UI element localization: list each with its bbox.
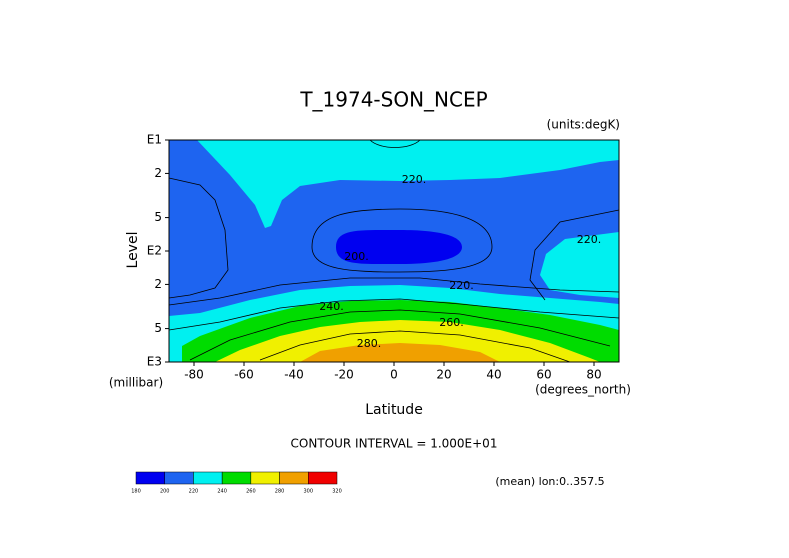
x-tick-label: 80 xyxy=(586,368,601,382)
contour-fill xyxy=(197,140,619,228)
x-tick-label: 60 xyxy=(536,368,551,382)
y-tick-label: 5 xyxy=(154,321,162,335)
y-axis-label: Level xyxy=(125,232,141,269)
footer-label: (mean) lon:0..357.5 xyxy=(495,475,604,488)
colorbar-box xyxy=(279,471,309,485)
colorbar-label: 220 xyxy=(189,489,199,495)
contour-label: 220. xyxy=(449,279,474,292)
contour-line xyxy=(168,277,620,306)
y-units-label: (millibar) xyxy=(109,376,163,390)
contour-label: 280. xyxy=(357,337,382,350)
colorbar-box xyxy=(135,471,165,485)
y-tick-label: 2 xyxy=(154,277,162,291)
contour-line xyxy=(168,177,229,299)
x-tick-label: -20 xyxy=(334,368,354,382)
x-tick-label: -80 xyxy=(184,368,204,382)
contour-line xyxy=(168,298,620,331)
colorbar-label: 300 xyxy=(304,489,314,495)
contour-label: 220. xyxy=(577,233,602,246)
contour-fill xyxy=(540,232,619,298)
chart-title: T_1974-SON_NCEP xyxy=(299,88,487,112)
colorbar-label: 280 xyxy=(275,489,285,495)
units-label: (units:degK) xyxy=(547,118,620,132)
x-tick-label: 20 xyxy=(436,368,451,382)
x-units-label: (degrees_north) xyxy=(535,383,631,397)
colorbar-label: 260 xyxy=(246,489,256,495)
contour-line xyxy=(311,208,493,273)
contour-label: 220. xyxy=(402,173,427,186)
y-tick-label: 5 xyxy=(154,210,162,224)
contour-line xyxy=(369,139,421,148)
contour-label: 240. xyxy=(319,300,344,313)
colorbar-box xyxy=(250,471,280,485)
colorbar-box xyxy=(221,471,252,485)
colorbar-label: 200 xyxy=(160,489,170,495)
x-tick-label: -60 xyxy=(234,368,254,382)
x-tick-label: -40 xyxy=(284,368,304,382)
contour-fill xyxy=(300,343,500,362)
y-tick-label: E1 xyxy=(147,133,162,147)
contour-interval: CONTOUR INTERVAL = 1.000E+01 xyxy=(291,437,498,451)
y-tick-label: 2 xyxy=(154,166,162,180)
colorbar-box xyxy=(164,471,194,485)
y-tick-label: E3 xyxy=(147,355,162,369)
plot-area: 220. 220. 200. 220. 240. 260. 280. xyxy=(168,139,620,363)
contour-fill xyxy=(215,320,600,362)
contour-line xyxy=(259,330,571,363)
colorbar-box xyxy=(193,471,223,485)
contour-label: 200. xyxy=(344,250,369,263)
x-tick-label: 0 xyxy=(390,368,398,382)
colorbar-box xyxy=(308,471,338,485)
x-tick-label: 40 xyxy=(486,368,501,382)
colorbar-label: 240 xyxy=(217,489,227,495)
y-tick-label: E2 xyxy=(147,244,162,258)
contour-fill xyxy=(336,229,462,265)
colorbar-label: 320 xyxy=(332,489,342,495)
colorbar-label: 180 xyxy=(131,489,141,495)
x-axis-label: Latitude xyxy=(365,402,423,418)
contour-label: 260. xyxy=(439,316,464,329)
contour-line xyxy=(529,209,620,301)
contour-line xyxy=(189,309,611,361)
